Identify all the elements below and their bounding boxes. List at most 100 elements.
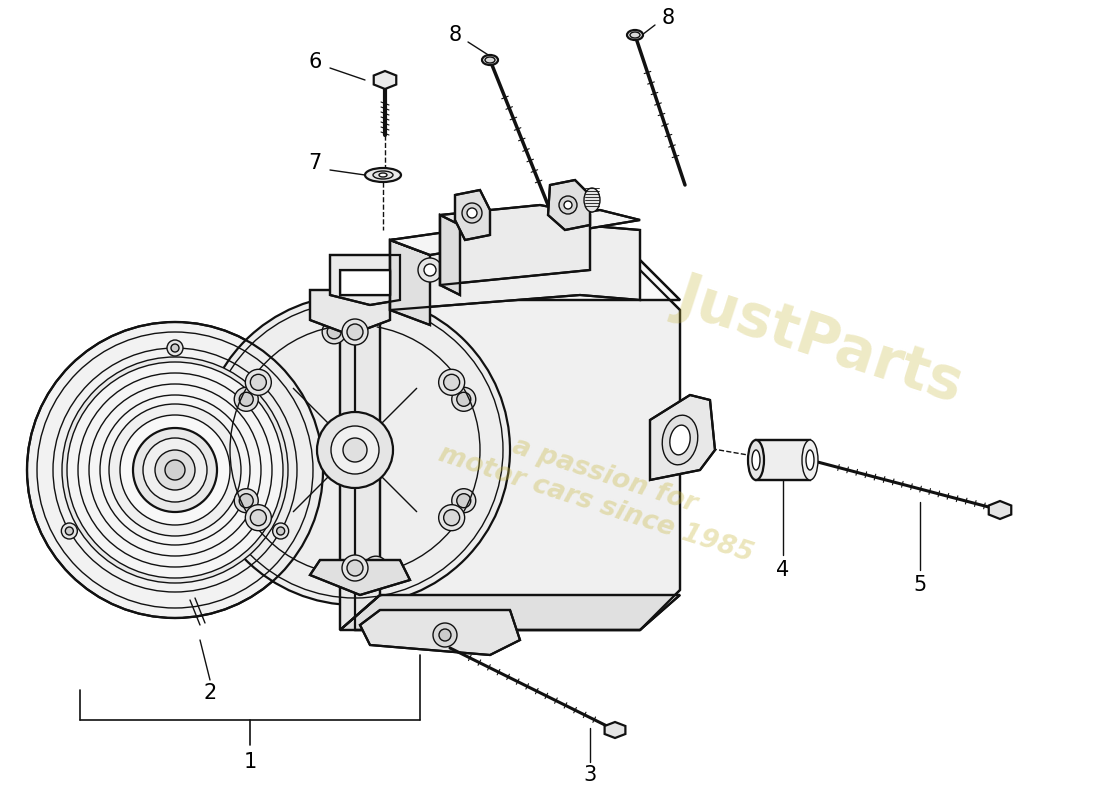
- Polygon shape: [605, 722, 626, 738]
- Circle shape: [456, 494, 471, 508]
- Circle shape: [322, 320, 346, 344]
- Circle shape: [251, 510, 266, 526]
- Circle shape: [84, 379, 266, 561]
- Ellipse shape: [662, 415, 697, 465]
- Circle shape: [251, 374, 266, 390]
- Text: 8: 8: [449, 25, 462, 45]
- Circle shape: [170, 344, 179, 352]
- Polygon shape: [390, 210, 640, 255]
- Circle shape: [245, 370, 272, 395]
- Ellipse shape: [373, 171, 393, 179]
- Ellipse shape: [379, 173, 387, 177]
- Ellipse shape: [806, 450, 814, 470]
- Polygon shape: [330, 255, 400, 305]
- Circle shape: [234, 489, 258, 513]
- Ellipse shape: [802, 440, 818, 480]
- Text: 2: 2: [204, 683, 217, 703]
- Circle shape: [89, 384, 261, 556]
- Polygon shape: [440, 215, 460, 295]
- Circle shape: [62, 357, 288, 583]
- Circle shape: [452, 387, 476, 411]
- Circle shape: [343, 438, 367, 462]
- Polygon shape: [390, 225, 640, 310]
- Circle shape: [443, 374, 460, 390]
- Circle shape: [65, 527, 74, 535]
- Circle shape: [468, 208, 477, 218]
- Circle shape: [155, 450, 195, 490]
- Text: 3: 3: [583, 765, 596, 785]
- Circle shape: [331, 426, 379, 474]
- Circle shape: [439, 505, 464, 530]
- Circle shape: [368, 561, 383, 575]
- Polygon shape: [756, 440, 810, 480]
- Polygon shape: [374, 71, 396, 89]
- Text: 7: 7: [308, 153, 321, 173]
- Text: 8: 8: [661, 8, 674, 28]
- Circle shape: [95, 390, 255, 550]
- Polygon shape: [440, 205, 590, 285]
- Circle shape: [443, 510, 460, 526]
- Ellipse shape: [627, 30, 644, 40]
- Circle shape: [342, 319, 369, 345]
- Circle shape: [239, 392, 253, 406]
- Polygon shape: [340, 595, 680, 630]
- Circle shape: [327, 325, 341, 339]
- Circle shape: [342, 555, 369, 581]
- Polygon shape: [455, 190, 490, 240]
- Circle shape: [456, 392, 471, 406]
- Text: 1: 1: [243, 752, 256, 772]
- Circle shape: [317, 412, 393, 488]
- Circle shape: [200, 295, 510, 605]
- Circle shape: [167, 340, 183, 356]
- Ellipse shape: [630, 32, 640, 38]
- Polygon shape: [390, 240, 430, 325]
- Ellipse shape: [584, 188, 600, 212]
- Circle shape: [277, 527, 285, 535]
- Circle shape: [462, 203, 482, 223]
- Ellipse shape: [485, 57, 495, 63]
- Circle shape: [439, 629, 451, 641]
- Circle shape: [143, 438, 207, 502]
- Text: 5: 5: [913, 575, 926, 595]
- Circle shape: [109, 404, 241, 536]
- Text: a passion for
motor cars since 1985: a passion for motor cars since 1985: [434, 413, 766, 567]
- Circle shape: [28, 322, 323, 618]
- Circle shape: [418, 258, 442, 282]
- Text: 6: 6: [308, 52, 321, 72]
- Polygon shape: [340, 260, 680, 300]
- Circle shape: [273, 523, 288, 539]
- Circle shape: [67, 362, 283, 578]
- Circle shape: [439, 370, 464, 395]
- Circle shape: [564, 201, 572, 209]
- Circle shape: [62, 523, 77, 539]
- Circle shape: [559, 196, 578, 214]
- Circle shape: [346, 560, 363, 576]
- Circle shape: [245, 505, 272, 530]
- Circle shape: [165, 460, 185, 480]
- Text: JustParts: JustParts: [670, 267, 970, 413]
- Circle shape: [73, 368, 277, 572]
- Polygon shape: [340, 260, 379, 630]
- Polygon shape: [989, 501, 1011, 519]
- Polygon shape: [310, 560, 410, 595]
- Circle shape: [100, 395, 250, 545]
- Ellipse shape: [748, 440, 764, 480]
- Polygon shape: [650, 395, 715, 480]
- Polygon shape: [360, 610, 520, 655]
- Polygon shape: [355, 270, 680, 630]
- Polygon shape: [340, 270, 390, 295]
- Circle shape: [78, 373, 272, 567]
- Circle shape: [424, 264, 436, 276]
- Text: 4: 4: [777, 560, 790, 580]
- Circle shape: [239, 494, 253, 508]
- Polygon shape: [548, 180, 590, 230]
- Circle shape: [234, 387, 258, 411]
- Ellipse shape: [365, 168, 402, 182]
- Circle shape: [120, 415, 230, 525]
- Circle shape: [364, 556, 388, 580]
- Polygon shape: [310, 290, 390, 335]
- Polygon shape: [336, 290, 385, 302]
- Circle shape: [433, 623, 456, 647]
- Ellipse shape: [482, 55, 498, 65]
- Ellipse shape: [752, 450, 760, 470]
